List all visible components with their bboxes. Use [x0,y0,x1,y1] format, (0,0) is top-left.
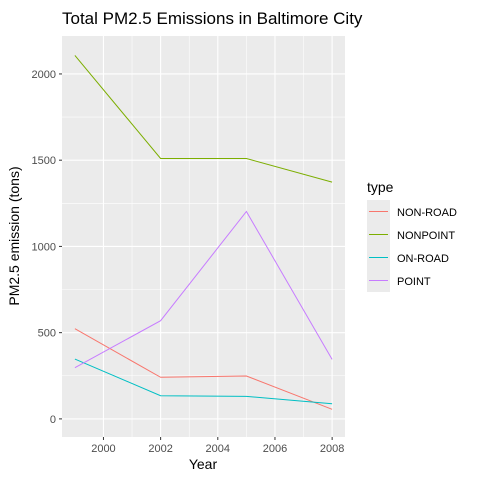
series-line-point [74,210,333,369]
major-gridlines [62,36,345,437]
x-axis-title: Year [189,456,218,472]
plot-panel [62,36,345,437]
y-tick-label: 0 [50,414,56,426]
legend-label: ON-ROAD [397,253,449,265]
y-tick-label: 2000 [32,69,56,81]
chart-title: Total PM2.5 Emissions in Baltimore City [62,9,363,28]
y-tick-label: 500 [38,328,56,340]
y-tick-label: 1000 [32,241,56,253]
x-tick-label: 2006 [263,443,287,455]
series-line-non-road [74,328,333,410]
legend-label: POINT [397,276,431,288]
y-axis: 0 500 1000 1500 2000 [32,69,62,426]
legend: type NON-ROAD NONPOINT ON-ROAD POINT [367,179,457,292]
y-axis-title: PM2.5 emission (tons) [6,166,22,305]
legend-label: NON-ROAD [397,207,457,219]
x-tick-label: 2004 [206,443,230,455]
minor-gridlines [62,36,345,437]
legend-title: type [367,179,394,195]
x-axis: 2000 2002 2004 2006 2008 [91,437,344,455]
x-tick-label: 2002 [148,443,172,455]
legend-label: NONPOINT [397,230,455,242]
series-lines [74,55,333,410]
x-tick-label: 2008 [320,443,344,455]
series-line-on-road [74,358,333,405]
y-tick-label: 1500 [32,155,56,167]
x-tick-label: 2000 [91,443,115,455]
series-line-nonpoint [74,55,333,183]
